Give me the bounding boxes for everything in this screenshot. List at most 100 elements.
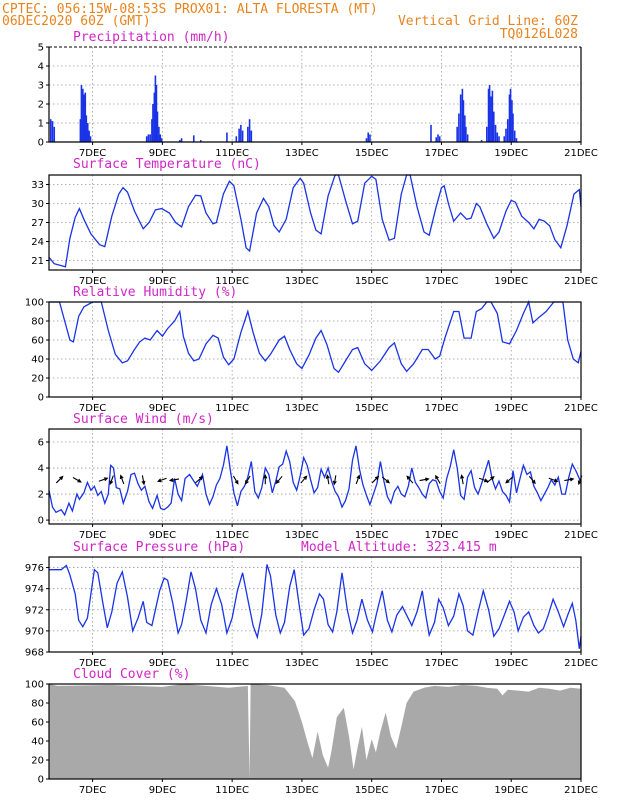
wind-series-line [48,445,582,517]
humidity-ytick-label: 60 [31,336,44,347]
precip-bar [462,100,465,142]
wind-ytick-label: 0 [38,516,44,527]
humidity-ytick-label: 0 [38,393,44,404]
pressure-ytick-label: 972 [25,605,44,616]
precip-bar [85,115,88,142]
precip-bar [152,104,154,142]
precip-bar [430,124,432,142]
wind-direction-arrow [55,475,64,484]
wind-xtick-label: 21DEC [564,530,598,541]
precip-xtick-label: 7DEC [79,148,106,159]
precip-bar [486,126,488,142]
wind-direction-arrow [419,477,430,482]
precip-bar [226,132,228,142]
temperature-title: Surface Temperature (nC) [73,157,261,172]
precip-bar [465,126,467,142]
humidity-ytick-label: 20 [31,374,44,385]
humidity-ytick-label: 40 [31,355,44,366]
humidity-ytick-label: 100 [25,298,44,309]
precip-bar [496,132,499,142]
temperature-xtick-label: 11DEC [215,276,249,287]
precip-bar [487,88,490,142]
humidity-panel: 0 20 40 60 80 100 7DEC 9DEC 11DEC 13DEC 15DEC 17DEC… [25,298,598,415]
humidity-title: Relative Humidity (%) [73,285,237,300]
cloud-xtick-label: 9DEC [149,785,176,796]
precip-bar [159,134,162,142]
header-date: 06DEC2020 60Z (GMT) [2,14,151,29]
humidity-xtick-label: 7DEC [79,403,106,414]
humidity-xtick-label: 9DEC [149,403,176,414]
humidity-xtick-label: 19DEC [494,403,528,414]
pressure-xtick-label: 19DEC [494,658,528,669]
wind-xtick-label: 7DEC [79,530,106,541]
wind-direction-arrow [505,476,514,484]
precip-xtick-label: 9DEC [149,148,176,159]
precip-bar [238,128,240,142]
pressure-ytick-label: 974 [25,584,44,595]
precip-bar [459,94,462,142]
precip-bar [53,126,56,142]
cloud-xtick-label: 7DEC [79,785,106,796]
precip-bar [149,134,151,142]
wind-xtick-label: 13DEC [285,530,319,541]
precip-ytick-label: 5 [38,43,44,54]
wind-direction-arrow [355,474,361,485]
precip-bar [464,115,466,142]
precip-bar [438,136,441,142]
cloud-frame [48,683,582,780]
precip-bar [456,126,458,142]
precip-bar [199,140,202,142]
humidity-xtick-label: 11DEC [215,403,249,414]
precip-bar [89,136,92,142]
humidity-frame [48,301,582,398]
precip-ytick-label: 2 [38,100,44,111]
wind-direction-arrow [119,474,125,485]
precip-bar [490,96,492,142]
precip-bar [435,137,438,142]
cloud-panel: 0 20 40 60 80 100 7DEC 9DEC 11DEC 13DEC 15DEC 17DEC… [25,680,598,797]
cloud-ytick-label: 20 [31,756,44,767]
precip-bar [488,85,491,142]
precip-bar [151,119,153,142]
wind-direction-arrow [460,474,465,485]
pressure-ytick-label: 968 [25,648,44,659]
wind-direction-arrow [300,475,308,484]
cloud-cover-title: Cloud Cover (%) [73,667,190,682]
cloud-ytick-label: 0 [38,775,44,786]
pressure-title: Surface Pressure (hPa) [73,540,245,555]
header-station: CPTEC: 056:15W-08:53S PROX01: ALTA FLORE… [2,2,378,17]
precip-ytick-label: 3 [38,81,44,92]
humidity-xtick-label: 13DEC [285,403,319,414]
precip-bar [80,85,83,142]
cloud-xtick-label: 17DEC [425,785,459,796]
model-altitude-label: Model Altitude: 323.415 m [301,540,497,555]
precip-bar [461,88,464,142]
cloud-area [49,684,581,779]
wind-xtick-label: 11DEC [215,530,249,541]
wind-direction-arrow [528,475,536,485]
wind-direction-arrow [232,475,239,485]
precip-bar [79,119,82,142]
precip-bar [367,132,369,142]
wind-direction-arrow [275,475,283,485]
precip-bar [155,85,158,142]
precip-bar [82,88,84,142]
cloud-xtick-label: 13DEC [285,785,319,796]
precip-bar [491,90,494,142]
precip-bar [180,138,183,142]
header-grid-info: Vertical Grid Line: 60Z [398,14,578,29]
pressure-xtick-label: 7DEC [79,658,106,669]
precip-bar [503,136,506,142]
precip-panel: 0 1 2 3 4 5 7DEC 9DEC 11DEC 13DEC 15DEC 17DEC 19DEC 2… [38,43,598,160]
wind-ytick-label: 6 [38,438,44,449]
pressure-frame [48,556,582,653]
precip-xtick-label: 21DEC [564,148,598,159]
precip-bar [458,113,460,142]
cloud-ytick-label: 60 [31,718,44,729]
precip-bar [498,136,500,142]
precip-ytick-label: 4 [38,62,44,73]
precip-bar [153,92,156,142]
wind-direction-arrow [195,476,204,484]
humidity-series-line [49,299,582,374]
